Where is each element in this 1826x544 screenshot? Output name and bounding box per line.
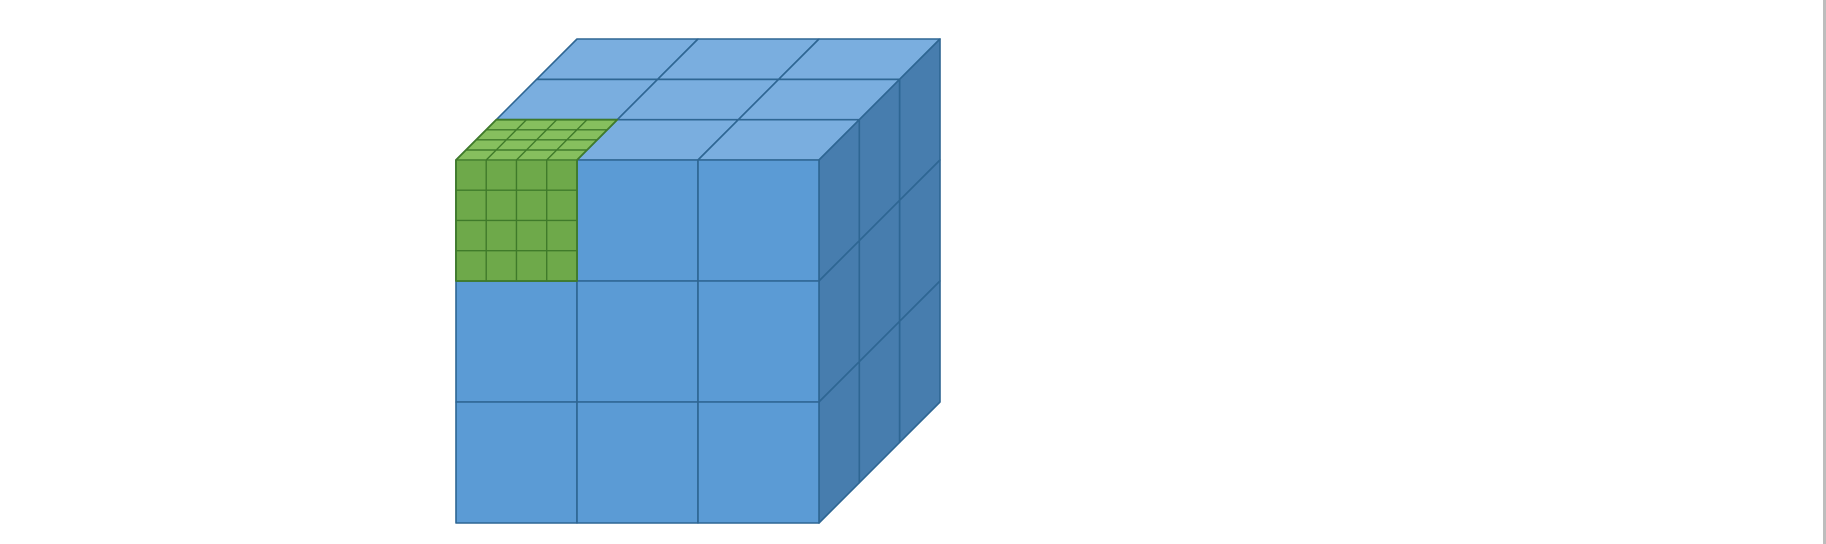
front-face-cell [697, 280, 820, 403]
front-face-cell [576, 280, 699, 403]
scrollbar-track[interactable] [1823, 0, 1826, 544]
green-front-cell [485, 250, 518, 282]
scrollbar-thumb[interactable] [1823, 0, 1826, 544]
green-cube-outline [455, 118, 619, 282]
green-front-cell [546, 219, 578, 252]
green-front-cell [455, 189, 487, 222]
front-face-cell [576, 401, 699, 524]
front-face-cell [576, 159, 699, 282]
green-front-cell [455, 250, 487, 282]
front-face-cell [455, 401, 578, 524]
green-front-cell [455, 159, 487, 191]
green-front-cell [515, 219, 548, 252]
side-face-cell [898, 280, 941, 444]
green-front-cell [546, 250, 578, 282]
front-face-cell [455, 280, 578, 403]
large-cube [455, 38, 941, 524]
green-front-cell [546, 189, 578, 222]
green-front-cell [515, 250, 548, 282]
green-front-cell [455, 219, 487, 252]
green-front-cell [485, 159, 518, 191]
small-subdivided-cube [455, 118, 619, 282]
front-face-cell [697, 401, 820, 524]
green-front-cell [546, 159, 578, 191]
green-front-cell [485, 189, 518, 222]
green-front-cell [515, 159, 548, 191]
front-face-cell [697, 159, 820, 282]
green-front-cell [515, 189, 548, 222]
green-front-cell [485, 219, 518, 252]
